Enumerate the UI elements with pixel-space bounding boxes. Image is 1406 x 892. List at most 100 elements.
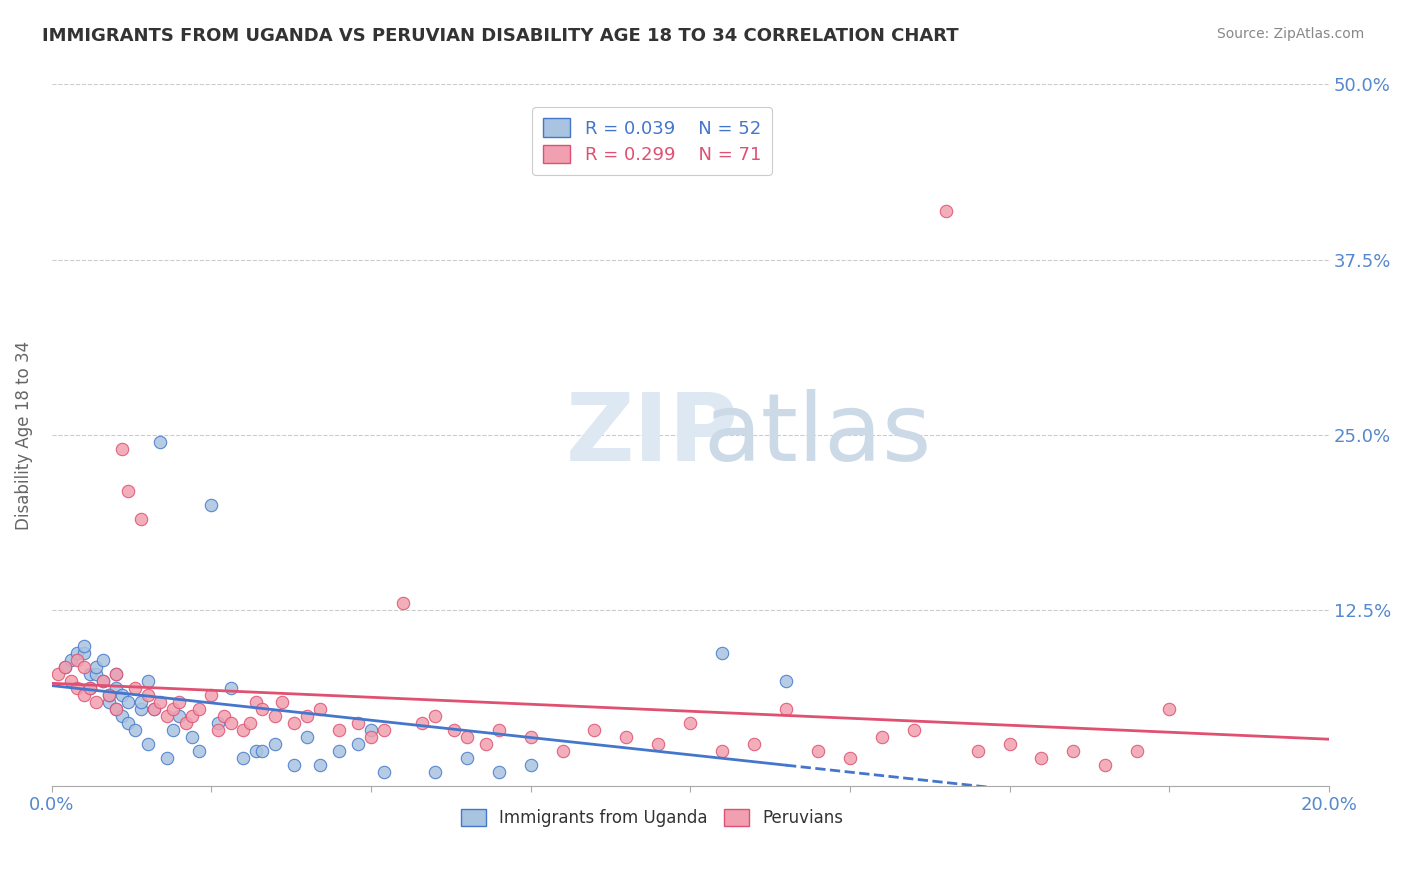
Point [162, 701, 184, 715]
Point [295, 708, 318, 723]
Point [98, 688, 121, 702]
Point [98, 695, 121, 709]
Point [360, 730, 382, 744]
Point [838, 750, 860, 764]
Point [903, 723, 925, 737]
Point [219, 715, 242, 730]
Point [775, 701, 797, 715]
Point [187, 744, 209, 758]
Point [136, 688, 159, 702]
Point [775, 673, 797, 688]
Point [283, 757, 305, 772]
Point [270, 695, 292, 709]
Point [66, 646, 89, 660]
Point [328, 744, 350, 758]
Point [456, 730, 478, 744]
Point [73, 639, 96, 653]
Point [136, 737, 159, 751]
Point [200, 498, 222, 512]
Point [104, 701, 127, 715]
Point [53, 659, 76, 673]
Point [174, 715, 197, 730]
Point [111, 442, 134, 457]
Point [309, 757, 332, 772]
Point [309, 701, 332, 715]
Point [207, 715, 229, 730]
Point [181, 708, 204, 723]
Point [156, 708, 179, 723]
Point [647, 737, 669, 751]
Point [807, 744, 830, 758]
Point [156, 750, 179, 764]
Point [104, 666, 127, 681]
Point [998, 737, 1021, 751]
Point [46, 666, 69, 681]
Point [1062, 744, 1084, 758]
Point [73, 688, 96, 702]
Point [66, 681, 89, 695]
Point [347, 737, 370, 751]
Point [1094, 757, 1116, 772]
Point [264, 708, 287, 723]
Point [475, 737, 498, 751]
Y-axis label: Disability Age 18 to 34: Disability Age 18 to 34 [15, 341, 32, 530]
Point [59, 673, 82, 688]
Point [162, 723, 184, 737]
Legend: Immigrants from Uganda, Peruvians: Immigrants from Uganda, Peruvians [454, 802, 851, 833]
Point [73, 646, 96, 660]
Point [373, 764, 395, 779]
Point [679, 715, 702, 730]
Point [616, 730, 638, 744]
Point [142, 701, 165, 715]
Point [59, 652, 82, 666]
Point [519, 757, 541, 772]
Point [232, 750, 254, 764]
Point [117, 695, 139, 709]
Point [551, 744, 574, 758]
Text: ZIP: ZIP [565, 389, 738, 481]
Point [129, 512, 152, 526]
Point [935, 203, 957, 218]
Point [91, 673, 114, 688]
Point [181, 730, 204, 744]
Point [423, 764, 446, 779]
Point [98, 688, 121, 702]
Point [200, 688, 222, 702]
Point [1159, 701, 1181, 715]
Point [411, 715, 433, 730]
Point [283, 715, 305, 730]
Point [207, 723, 229, 737]
Point [187, 701, 209, 715]
Point [111, 688, 134, 702]
Point [142, 701, 165, 715]
Point [443, 723, 465, 737]
Point [264, 737, 287, 751]
Point [169, 695, 191, 709]
Point [347, 715, 370, 730]
Point [117, 484, 139, 499]
Point [295, 730, 318, 744]
Point [373, 723, 395, 737]
Point [219, 681, 242, 695]
Text: Source: ZipAtlas.com: Source: ZipAtlas.com [1216, 27, 1364, 41]
Point [966, 744, 988, 758]
Point [129, 701, 152, 715]
Point [711, 646, 734, 660]
Point [73, 659, 96, 673]
Point [456, 750, 478, 764]
Point [149, 435, 172, 450]
Point [212, 708, 235, 723]
Point [124, 681, 146, 695]
Point [169, 708, 191, 723]
Point [488, 723, 510, 737]
Point [245, 744, 267, 758]
Point [711, 744, 734, 758]
Point [86, 659, 108, 673]
Point [136, 673, 159, 688]
Point [104, 681, 127, 695]
Point [79, 666, 101, 681]
Point [488, 764, 510, 779]
Point [252, 701, 274, 715]
Point [86, 695, 108, 709]
Point [104, 666, 127, 681]
